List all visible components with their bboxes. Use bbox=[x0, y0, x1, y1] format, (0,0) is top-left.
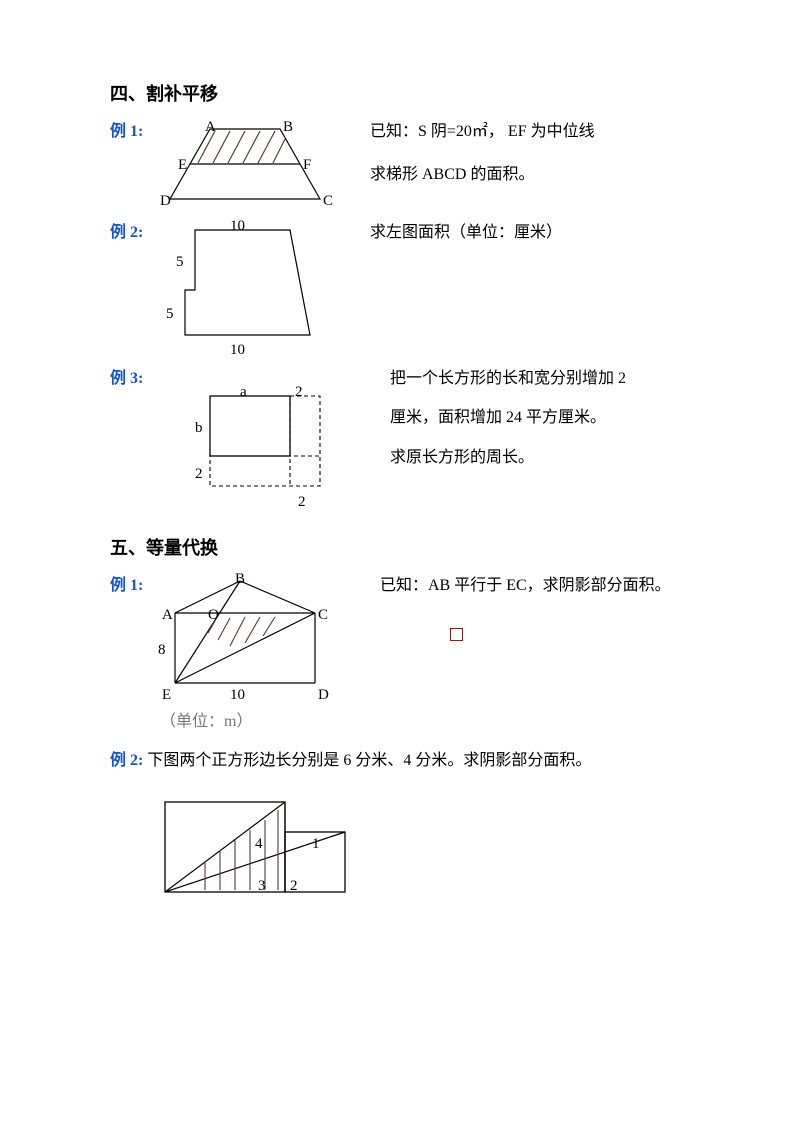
ex4-2-10a: 10 bbox=[230, 214, 245, 238]
ex5-2-text: 下图两个正方形边长分别是 6 分米、4 分米。求阴影部分面积。 bbox=[147, 752, 591, 769]
ex5-2-4: 4 bbox=[255, 832, 263, 856]
ex4-2-5a: 5 bbox=[176, 250, 184, 274]
ex5-1-diagram: B A O C 8 E 10 D bbox=[160, 573, 350, 703]
ex4-2-diagram: 10 5 5 10 bbox=[160, 220, 340, 360]
ex4-2-label: 例 2: bbox=[110, 220, 160, 246]
ex5-2-2: 2 bbox=[290, 874, 298, 898]
ex5-2-diagram: 4 1 3 2 bbox=[150, 792, 380, 912]
ex5-1-text: 已知：AB 平行于 EC，求阴影部分面积。 bbox=[380, 573, 690, 599]
section5-title: 五、等量代换 bbox=[110, 534, 690, 563]
label5-O: O bbox=[208, 603, 219, 627]
ex4-3-diagram: a 2 b 2 2 bbox=[160, 366, 360, 526]
ex5-2-3: 3 bbox=[258, 874, 266, 898]
label-A: A bbox=[205, 115, 216, 139]
label5-8: 8 bbox=[158, 638, 166, 662]
ex4-1-diagram: A B E F D C bbox=[160, 119, 340, 214]
ex4-3-a: a bbox=[240, 380, 247, 404]
ex5-1-unit: （单位：m） bbox=[160, 709, 690, 735]
label-C: C bbox=[323, 189, 333, 213]
ex4-3-label: 例 3: bbox=[110, 366, 160, 392]
label-B: B bbox=[283, 115, 293, 139]
ex5-2-1: 1 bbox=[312, 832, 320, 856]
ex5-2-label: 例 2: bbox=[110, 752, 143, 769]
label5-10: 10 bbox=[230, 683, 245, 707]
ex4-3-text2: 厘米，面积增加 24 平方厘米。 bbox=[390, 405, 690, 431]
red-square-icon bbox=[450, 628, 463, 641]
ex4-3-b: b bbox=[195, 416, 203, 440]
label5-B: B bbox=[235, 567, 245, 591]
ex4-3-text3: 求原长方形的周长。 bbox=[390, 445, 690, 471]
ex4-1-text1: 已知：S 阴=20㎡， EF 为中位线 bbox=[370, 119, 690, 145]
label-D: D bbox=[160, 189, 171, 213]
label-E: E bbox=[178, 153, 187, 177]
section4-title: 四、割补平移 bbox=[110, 80, 690, 109]
ex4-3-text1: 把一个长方形的长和宽分别增加 2 bbox=[390, 366, 690, 392]
ex4-3-2c: 2 bbox=[298, 490, 306, 514]
label-F: F bbox=[303, 153, 311, 177]
ex4-3-2b: 2 bbox=[195, 462, 203, 486]
ex4-1-text2: 求梯形 ABCD 的面积。 bbox=[370, 162, 690, 188]
ex4-2-5b: 5 bbox=[166, 302, 174, 326]
label5-C: C bbox=[318, 603, 328, 627]
ex5-1-label: 例 1: bbox=[110, 573, 160, 599]
ex4-1-label: 例 1: bbox=[110, 119, 160, 145]
label5-D: D bbox=[318, 683, 329, 707]
label5-A: A bbox=[162, 603, 173, 627]
ex4-2-10b: 10 bbox=[230, 338, 245, 362]
ex4-3-2a: 2 bbox=[295, 380, 303, 404]
ex4-2-text: 求左图面积（单位：厘米） bbox=[370, 220, 690, 246]
label5-E: E bbox=[162, 683, 171, 707]
